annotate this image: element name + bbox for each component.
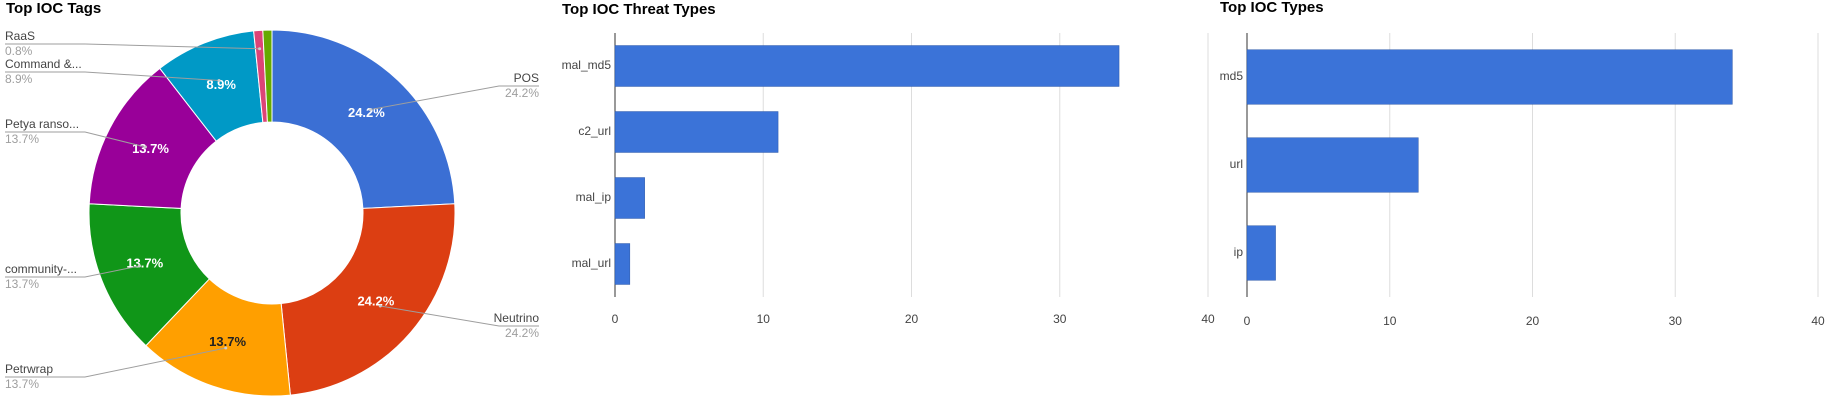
y-tick-label: ip bbox=[1234, 245, 1244, 259]
legend-label: Command &... bbox=[5, 57, 82, 71]
legend-label: Neutrino bbox=[494, 311, 540, 325]
x-tick-label: 20 bbox=[905, 312, 919, 326]
bar bbox=[614, 45, 1120, 87]
bar bbox=[1246, 137, 1419, 193]
leader-dot bbox=[137, 264, 141, 268]
chart-title: Top IOC Tags bbox=[6, 0, 101, 17]
y-tick-label: md5 bbox=[1220, 69, 1244, 83]
leader-dot bbox=[368, 108, 372, 112]
leader-dot bbox=[258, 47, 262, 51]
bar bbox=[1246, 225, 1276, 281]
donut-slice bbox=[262, 29, 273, 123]
x-tick-label: 30 bbox=[1053, 312, 1067, 326]
slice-label: 13.7% bbox=[126, 255, 163, 270]
legend-value: 13.7% bbox=[5, 132, 39, 146]
x-tick-label: 40 bbox=[1811, 314, 1825, 328]
leader-line bbox=[370, 85, 539, 111]
legend-value: 24.2% bbox=[505, 86, 539, 100]
slice-label: 8.9% bbox=[206, 77, 236, 92]
leader-line bbox=[380, 305, 539, 327]
leader-line bbox=[5, 71, 220, 81]
x-tick-label: 20 bbox=[1526, 314, 1540, 328]
leader-line bbox=[5, 131, 146, 148]
legend-label: Petya ranso... bbox=[5, 117, 79, 131]
y-tick-label: c2_url bbox=[578, 124, 611, 138]
bar bbox=[614, 243, 631, 285]
x-tick-label: 30 bbox=[1669, 314, 1683, 328]
x-tick-label: 0 bbox=[612, 312, 619, 326]
legend-label: RaaS bbox=[5, 29, 35, 43]
chart-title: Top IOC Types bbox=[1220, 0, 1324, 16]
leader-line bbox=[5, 265, 140, 278]
legend-value: 8.9% bbox=[5, 72, 33, 86]
legend-value: 13.7% bbox=[5, 377, 39, 391]
bar bbox=[1246, 49, 1733, 105]
leader-line bbox=[5, 43, 260, 50]
y-tick-label: mal_url bbox=[572, 256, 611, 270]
donut-slice bbox=[271, 29, 456, 209]
leader-dot bbox=[143, 145, 147, 149]
leader-line bbox=[5, 347, 226, 378]
x-tick-label: 40 bbox=[1201, 312, 1215, 326]
x-tick-label: 10 bbox=[1383, 314, 1397, 328]
y-tick-label: mal_ip bbox=[576, 190, 612, 204]
legend-label: community-... bbox=[5, 262, 77, 276]
leader-dot bbox=[217, 78, 221, 82]
leader-dot bbox=[224, 346, 228, 350]
donut-slice bbox=[280, 203, 456, 396]
leader-dot bbox=[378, 304, 382, 308]
slice-label: 13.7% bbox=[132, 141, 169, 156]
legend-value: 13.7% bbox=[5, 277, 39, 291]
slice-label: 13.7% bbox=[209, 334, 246, 349]
slice-label: 24.2% bbox=[357, 294, 394, 309]
legend-label: Petrwrap bbox=[5, 362, 53, 376]
x-tick-label: 10 bbox=[757, 312, 771, 326]
x-tick-label: 0 bbox=[1244, 314, 1251, 328]
chart-title: Top IOC Threat Types bbox=[562, 1, 716, 18]
bar bbox=[614, 177, 645, 219]
legend-label: POS bbox=[514, 71, 539, 85]
legend-value: 0.8% bbox=[5, 44, 33, 58]
y-tick-label: mal_md5 bbox=[562, 58, 612, 72]
y-tick-label: url bbox=[1230, 157, 1243, 171]
bar bbox=[614, 111, 779, 153]
legend-value: 24.2% bbox=[505, 326, 539, 340]
